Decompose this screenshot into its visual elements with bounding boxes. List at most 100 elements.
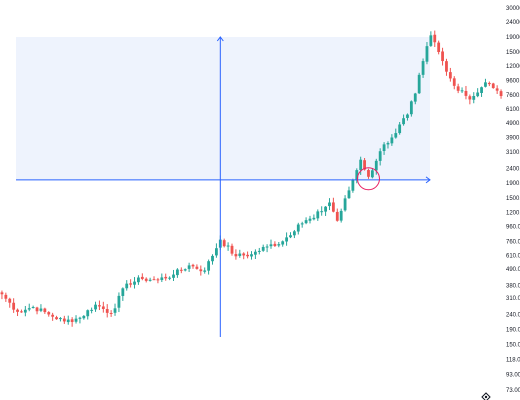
candle bbox=[51, 312, 55, 321]
candle bbox=[468, 94, 472, 105]
candle bbox=[179, 267, 183, 274]
candle bbox=[398, 121, 402, 135]
candle bbox=[472, 92, 476, 104]
tick-label: 240.0 bbox=[506, 312, 520, 318]
tick-label: 24000 bbox=[506, 20, 520, 26]
candle bbox=[125, 280, 129, 291]
candle bbox=[121, 287, 125, 301]
candle bbox=[394, 128, 398, 139]
candle bbox=[90, 307, 94, 314]
candle bbox=[137, 275, 140, 285]
candle bbox=[289, 232, 292, 239]
tick-label: 1500.0 bbox=[506, 196, 520, 202]
candle bbox=[304, 217, 308, 225]
candle bbox=[324, 206, 327, 216]
candle bbox=[144, 277, 148, 283]
candle bbox=[370, 168, 374, 179]
tick-label: 6100.0 bbox=[506, 107, 520, 113]
candle bbox=[105, 304, 109, 318]
candle bbox=[417, 72, 421, 94]
candle bbox=[343, 195, 347, 212]
candle bbox=[312, 214, 316, 221]
candle bbox=[234, 249, 238, 260]
candle bbox=[148, 277, 152, 282]
candle bbox=[320, 206, 324, 216]
tick-label: 73.00 bbox=[506, 388, 520, 394]
candle bbox=[78, 316, 82, 324]
candle bbox=[16, 308, 19, 317]
candle bbox=[480, 86, 483, 97]
candle bbox=[374, 158, 378, 175]
candle bbox=[487, 81, 491, 87]
candle bbox=[448, 67, 452, 82]
tick-label: 9600.0 bbox=[506, 78, 520, 84]
tick-label: 3100.0 bbox=[506, 150, 520, 156]
candle bbox=[300, 221, 304, 228]
candle bbox=[413, 92, 417, 105]
candle bbox=[23, 305, 27, 317]
candle bbox=[484, 78, 487, 88]
candle bbox=[246, 251, 250, 259]
chart-settings-icon[interactable] bbox=[481, 392, 491, 400]
tick-label: 1200.0 bbox=[506, 210, 520, 216]
candle bbox=[222, 238, 226, 248]
candle bbox=[292, 229, 296, 239]
measure-region bbox=[16, 36, 430, 180]
tick-label: 190.0 bbox=[506, 327, 520, 333]
tick-label: 3900.0 bbox=[506, 135, 520, 141]
candle bbox=[285, 232, 288, 246]
candle bbox=[296, 222, 300, 235]
candle bbox=[495, 85, 499, 95]
candle bbox=[39, 304, 43, 313]
candle bbox=[215, 243, 218, 258]
candle bbox=[133, 277, 136, 289]
candle bbox=[359, 156, 363, 175]
tick-label: 7600.0 bbox=[506, 93, 520, 99]
candle bbox=[20, 309, 23, 313]
candle bbox=[250, 251, 253, 260]
tick-label: 960.0 bbox=[506, 224, 520, 230]
candle bbox=[82, 315, 86, 320]
candle bbox=[491, 82, 495, 89]
candle bbox=[27, 303, 31, 312]
candle bbox=[226, 242, 230, 251]
candle bbox=[409, 100, 413, 117]
candle bbox=[378, 148, 382, 166]
candle bbox=[43, 307, 47, 314]
tick-label: 93.00 bbox=[506, 373, 520, 379]
candle bbox=[129, 279, 133, 288]
candle bbox=[86, 309, 90, 320]
candle bbox=[351, 178, 355, 193]
candle bbox=[31, 305, 35, 309]
candle bbox=[140, 273, 144, 281]
price-range-measure-tool[interactable] bbox=[16, 36, 431, 337]
price-axis[interactable]: 30000 24000 19000 15000 12000 9600.0 7600.0 610… bbox=[506, 6, 520, 394]
candle bbox=[460, 87, 464, 94]
candle bbox=[59, 317, 62, 322]
candle bbox=[109, 310, 113, 317]
candle bbox=[168, 276, 172, 281]
tick-label: 760.0 bbox=[506, 239, 520, 245]
tick-label: 150.0 bbox=[506, 342, 520, 348]
candle bbox=[257, 247, 261, 255]
candle bbox=[464, 85, 468, 100]
candle bbox=[211, 254, 214, 265]
candle bbox=[281, 240, 285, 247]
candle bbox=[316, 209, 320, 221]
candle bbox=[355, 168, 359, 184]
candle bbox=[269, 239, 273, 249]
candle bbox=[261, 244, 265, 252]
arrow-up-icon bbox=[216, 36, 224, 42]
candle bbox=[183, 268, 187, 272]
candle bbox=[425, 42, 429, 65]
tick-label: 12000 bbox=[506, 64, 520, 70]
tick-label: 1900.0 bbox=[506, 181, 520, 187]
tick-label: 19000 bbox=[506, 35, 520, 41]
candle bbox=[433, 30, 437, 48]
candle bbox=[176, 268, 179, 278]
candle bbox=[402, 114, 405, 126]
tick-label: 380.0 bbox=[506, 283, 520, 289]
candles bbox=[0, 30, 503, 327]
candle bbox=[101, 301, 105, 313]
